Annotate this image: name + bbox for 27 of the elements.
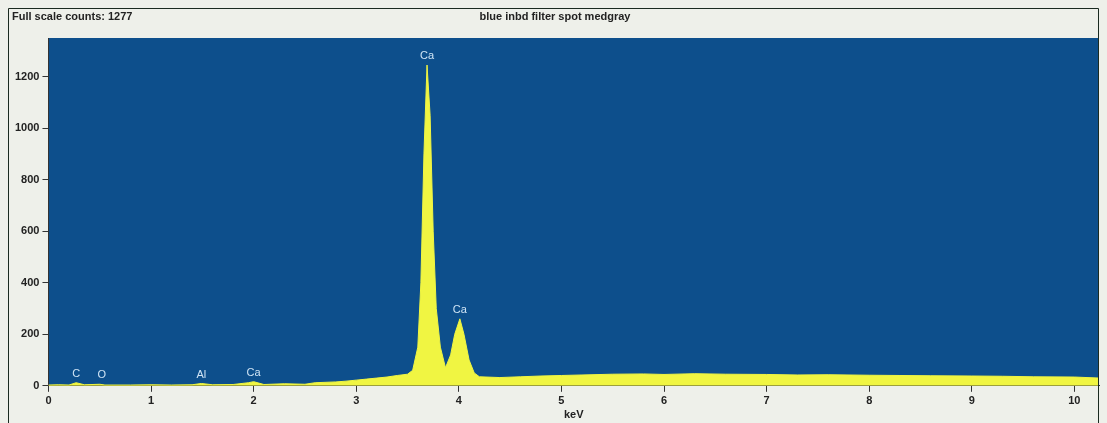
annotation: Ca <box>246 365 262 378</box>
y-tick-label: 600 <box>21 224 40 237</box>
x-tick-label: 4 <box>455 394 463 407</box>
x-tick-label: 5 <box>558 394 565 407</box>
y-tick-label: 200 <box>21 327 40 340</box>
annotation: C <box>72 366 81 379</box>
x-tick-label: 7 <box>763 394 770 407</box>
chart-title: blue inbd filter spot medgray <box>479 10 632 23</box>
x-tick-label: 0 <box>45 394 52 407</box>
y-tick-label: 400 <box>21 275 40 288</box>
annotation: Ca <box>420 49 435 62</box>
x-tick-label: 3 <box>353 394 360 407</box>
y-tick-label: 0 <box>33 378 40 391</box>
x-tick-label: 6 <box>660 394 668 407</box>
annotation: Ca <box>452 302 468 315</box>
annotation: O <box>97 368 107 381</box>
x-tick-label: 9 <box>968 394 975 407</box>
y-tick-label: 1000 <box>14 121 40 134</box>
text: Full scale counts: 1277 <box>12 10 133 23</box>
x-tick-label: 1 <box>148 394 155 407</box>
annotation: Al <box>196 367 207 380</box>
x-tick-label: 2 <box>250 394 257 407</box>
y-tick-label: 800 <box>21 172 40 185</box>
x-tick-label: 10 <box>1068 394 1081 407</box>
y-tick-label: 1200 <box>14 69 40 82</box>
x-axis-title: keV <box>563 408 585 421</box>
x-tick-label: 8 <box>866 394 873 407</box>
